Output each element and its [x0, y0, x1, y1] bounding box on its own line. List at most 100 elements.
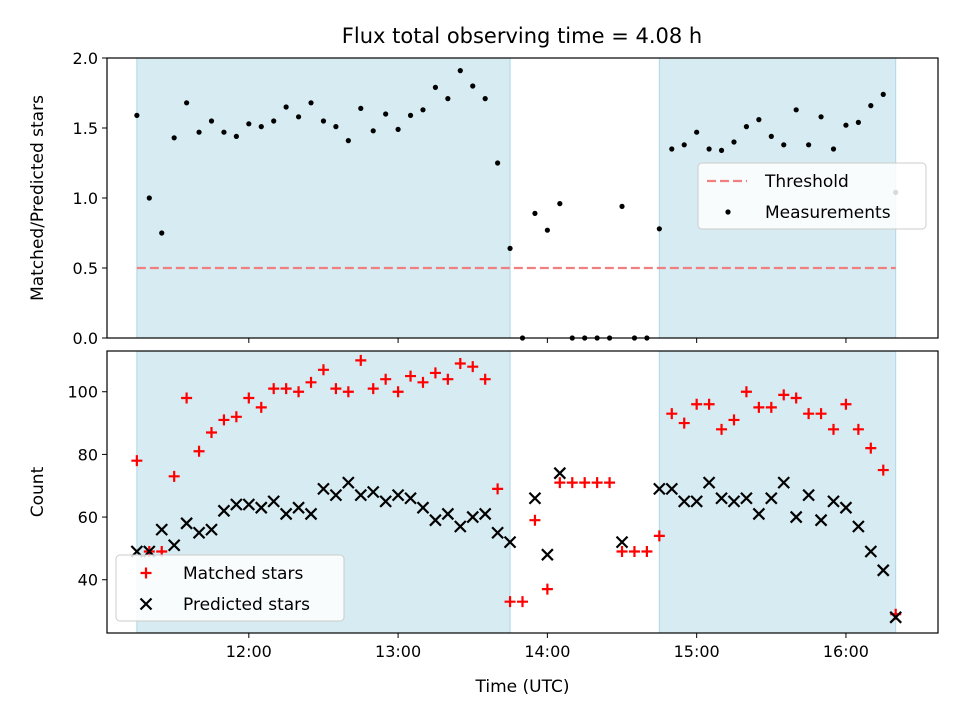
matched-star-point [467, 361, 479, 373]
predicted-star-point [267, 495, 280, 508]
measurement-point [383, 111, 389, 117]
count-points [130, 354, 902, 624]
matched-star-point [828, 423, 840, 435]
matched-star-point [628, 546, 640, 558]
measurement-point [507, 245, 513, 251]
measurement-point [855, 119, 861, 125]
predicted-star-point [441, 507, 455, 521]
predicted-star-point [304, 507, 318, 521]
y-tick-label: 80 [78, 445, 98, 464]
legend-label: Threshold [764, 172, 849, 192]
matched-star-point [641, 546, 653, 558]
predicted-star-point [366, 485, 380, 499]
predicted-star-point [876, 564, 890, 577]
shaded-interval-1 [136, 57, 511, 339]
measurement-point [407, 112, 414, 118]
measurement-point [196, 129, 202, 135]
predicted-star-point [254, 501, 268, 514]
predicted-star-point [205, 523, 218, 536]
predicted-star-point [180, 517, 193, 530]
y-tick-label: 1.0 [73, 189, 98, 208]
predicted-star-point [317, 482, 330, 496]
legend-marker [140, 567, 152, 579]
predicted-star-point [789, 510, 803, 524]
matched-star-point [243, 392, 255, 404]
matched-star-point [442, 373, 454, 385]
measurement-point [880, 91, 886, 97]
predicted-star-point [852, 520, 865, 533]
measurement-point [532, 210, 538, 216]
predicted-star-point [839, 501, 853, 514]
matched-star-point [131, 455, 143, 467]
measurement-point [283, 104, 289, 110]
measurement-point [146, 195, 152, 201]
measurement-point [445, 96, 451, 102]
count-panel: 40 60 80 100 12:00 13:00 14:00 15:00 16:00 Coun… [28, 350, 939, 697]
matched-star-point [815, 408, 827, 420]
ratio-panel: 0.00.51.01.52.0 Matched/Predicted stars … [28, 49, 939, 348]
measurement-point [681, 142, 687, 148]
matched-star-point [355, 354, 367, 366]
measurement-point [208, 118, 215, 124]
measurement-point [818, 114, 824, 120]
count-legend: Matched stars Predicted stars [115, 554, 345, 622]
predicted-star-point [814, 513, 828, 527]
matched-star-point [168, 470, 180, 482]
measurement-point [345, 138, 351, 144]
legend-label: Predicted stars [183, 595, 310, 615]
predicted-star-point [404, 491, 417, 505]
predicted-star-point [690, 495, 703, 508]
measurement-point [843, 122, 849, 128]
matched-star-point [405, 370, 417, 382]
predicted-star-point [491, 526, 504, 540]
matched-star-point [492, 483, 504, 495]
predicted-star-point [889, 611, 902, 624]
predicted-star-point [503, 535, 517, 549]
x-axis-label: Time (UTC) [475, 677, 570, 697]
measurement-point [669, 146, 675, 152]
measurement-point [768, 133, 774, 139]
measurement-point [544, 227, 550, 233]
measurement-point [731, 139, 737, 145]
measurement-point [134, 112, 140, 118]
predicted-star-point [466, 510, 480, 524]
count-y-axis-label: Count [28, 466, 48, 517]
measurement-point [482, 96, 488, 102]
predicted-star-point [864, 545, 878, 558]
count-y-ticks: 40 60 80 100 [67, 383, 107, 590]
matched-star-point [305, 376, 317, 388]
matched-star-point [778, 389, 790, 401]
predicted-star-point [541, 548, 554, 561]
matched-star-point [181, 392, 193, 404]
ratio-x-ticks [248, 338, 847, 343]
y-tick-label: 100 [67, 383, 98, 402]
observing-window-shading [136, 57, 897, 339]
matched-star-point [591, 477, 603, 489]
matched-star-point [454, 358, 466, 370]
measurement-point [308, 100, 314, 106]
predicted-star-point [715, 491, 728, 505]
measurement-point [656, 226, 662, 232]
measurement-point [171, 135, 177, 141]
measurement-point [320, 118, 327, 124]
matched-star-point [691, 398, 703, 410]
matched-star-point [616, 546, 628, 558]
predicted-star-point [217, 504, 231, 518]
measurement-point [495, 160, 501, 166]
matched-star-point [865, 442, 877, 454]
predicted-star-point [478, 507, 492, 521]
predicted-star-point [329, 488, 343, 502]
matched-star-point [330, 383, 342, 395]
y-tick-label: 40 [78, 571, 98, 590]
measurement-point [258, 124, 264, 130]
predicted-star-point [354, 488, 368, 502]
predicted-star-point [765, 491, 778, 505]
measurement-point [756, 117, 762, 123]
matched-star-point [753, 401, 765, 413]
legend-box [115, 554, 345, 622]
count-x-ticks: 12:00 13:00 14:00 15:00 16:00 [226, 633, 869, 661]
matched-star-point [517, 596, 528, 608]
measurement-point [395, 126, 401, 132]
predicted-star-point [777, 476, 791, 489]
measurement-point [868, 103, 874, 109]
